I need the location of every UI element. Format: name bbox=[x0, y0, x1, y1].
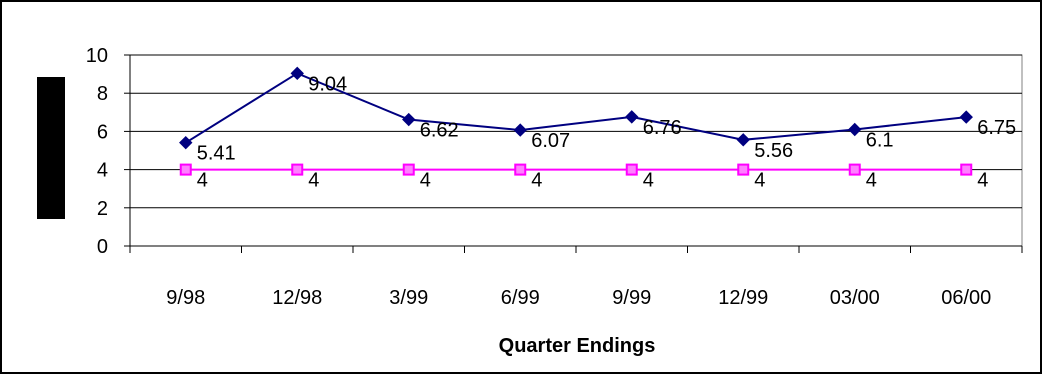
data-point bbox=[848, 122, 862, 137]
x-tick-label: 06/00 bbox=[941, 287, 991, 309]
x-tick-label: 9/98 bbox=[166, 287, 205, 309]
data-label: 6.62 bbox=[420, 120, 459, 142]
x-tick-label: 12/99 bbox=[718, 287, 768, 309]
y-tick-label: 2 bbox=[97, 198, 108, 220]
data-point bbox=[402, 163, 415, 176]
data-point bbox=[290, 66, 304, 81]
data-point bbox=[959, 110, 973, 124]
data-point bbox=[514, 163, 527, 176]
y-tick-label: 10 bbox=[86, 45, 108, 67]
data-label: 4 bbox=[308, 170, 319, 192]
data-label: 6.76 bbox=[643, 117, 682, 139]
x-tick-label: 6/99 bbox=[501, 287, 540, 309]
x-tick-label: 3/99 bbox=[389, 287, 428, 309]
x-axis-title: Quarter Endings bbox=[499, 335, 656, 357]
data-label: 6.75 bbox=[977, 117, 1016, 139]
y-tick-label: 6 bbox=[97, 121, 108, 143]
data-label: 4 bbox=[754, 170, 765, 192]
data-point bbox=[179, 135, 193, 150]
data-label: 4 bbox=[866, 170, 877, 192]
data-point bbox=[736, 133, 750, 147]
data-label: 4 bbox=[643, 170, 654, 192]
data-label: 5.56 bbox=[754, 140, 793, 162]
data-point bbox=[848, 163, 861, 176]
y-tick-label: 4 bbox=[97, 160, 108, 182]
data-point bbox=[625, 163, 638, 176]
data-point bbox=[513, 123, 527, 137]
data-label: 4 bbox=[197, 170, 208, 192]
data-point bbox=[402, 112, 416, 127]
y-axis-title-box bbox=[37, 77, 65, 219]
data-label: 9.04 bbox=[308, 73, 347, 95]
data-point bbox=[960, 163, 973, 176]
x-tick-label: 12/98 bbox=[272, 287, 322, 309]
data-label: 5.41 bbox=[197, 143, 236, 165]
data-label: 6.1 bbox=[866, 129, 894, 151]
x-tick-label: 9/99 bbox=[612, 287, 651, 309]
y-tick-label: 0 bbox=[97, 236, 108, 258]
data-label: 4 bbox=[531, 170, 542, 192]
x-tick-label: 03/00 bbox=[830, 287, 880, 309]
data-label: 4 bbox=[420, 170, 431, 192]
data-point bbox=[179, 163, 192, 176]
data-point bbox=[625, 110, 639, 124]
data-point bbox=[291, 163, 304, 176]
data-point bbox=[737, 163, 750, 176]
data-label: 6.07 bbox=[531, 130, 570, 152]
series-line bbox=[185, 72, 967, 144]
y-tick-label: 8 bbox=[97, 83, 108, 105]
data-label: 4 bbox=[977, 170, 988, 192]
